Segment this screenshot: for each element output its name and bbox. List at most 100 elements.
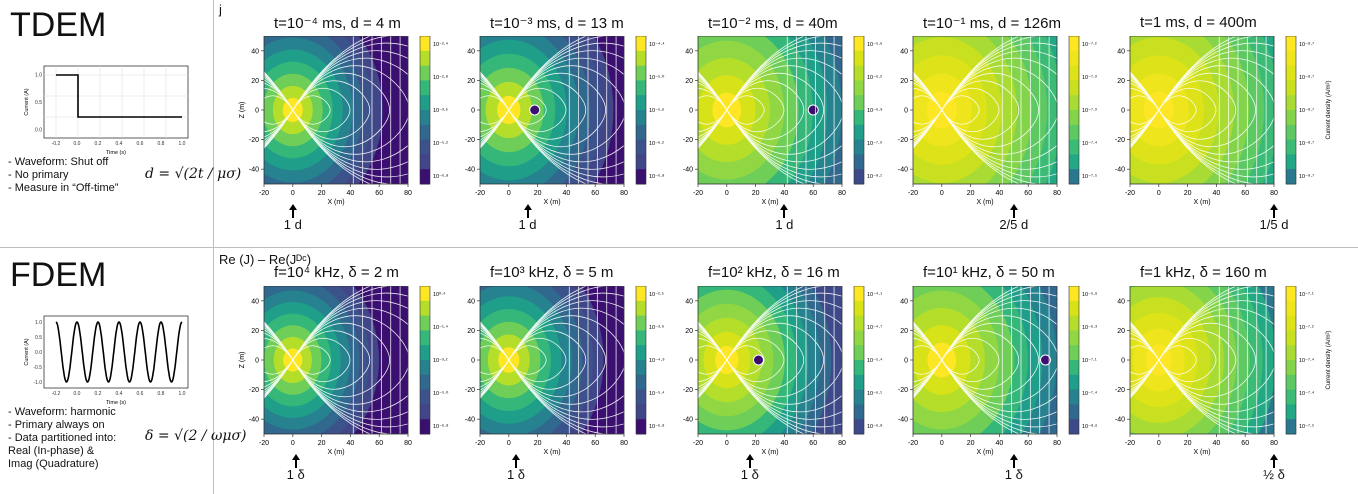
colorbar-segment [636,330,646,346]
streamline [913,74,943,111]
streamline [480,109,510,141]
x-tick-label: 40 [1213,440,1221,447]
colorbar-segment [1069,330,1079,346]
streamline [508,109,587,140]
streamline [508,359,624,428]
field-null-point [1039,354,1051,366]
colorbar-tick-label: 10⁻⁵·⁶ [649,107,664,114]
streamline [508,359,624,405]
streamline [264,109,294,145]
colorbar-segment [854,330,864,346]
panel-title: t=10⁻¹ ms, d = 126m [923,15,1061,32]
streamline [941,337,1000,361]
streamline [698,327,728,361]
colorbar-segment [1286,124,1296,141]
colorbar-segment [1069,419,1079,435]
streamline [480,109,510,138]
colorbar-frame [853,36,865,185]
streamline [913,109,943,141]
streamline [1130,109,1160,133]
streamlines [264,286,408,434]
x-tick-label: 80 [404,190,412,197]
streamline [1158,42,1274,111]
colorbar-segment [854,110,864,126]
streamline [1158,87,1217,111]
streamline [726,109,824,147]
streamline [726,292,842,361]
colorbar-tick-label: 10⁻⁶·⁸ [867,423,882,430]
streamline [508,109,624,184]
streamline [1130,337,1160,361]
x-tick-label: 0 [1157,190,1161,197]
streamline [941,65,1057,111]
y-tick-label: -40 [465,167,475,174]
streamline [941,292,1057,361]
streamline [1158,109,1274,184]
colorbar-segment [420,374,430,391]
colorbar-segment [1286,50,1296,67]
colorbar-segment [636,404,646,420]
streamline [941,80,1020,111]
colorbar-label: Current density (A/m²) [1326,330,1332,389]
colorbar-tick-label: 10⁻⁵·⁰ [649,74,665,81]
colorbar-segment [854,80,864,96]
colorbar-segment [1069,300,1079,317]
streamline [508,307,624,361]
streamline [508,315,624,361]
colorbar-tick-label: 10⁻⁵·⁶ [1082,291,1097,298]
colorbar-tick-label: 10⁻⁷·⁴ [1299,390,1315,397]
colorbar-segment [1069,50,1079,67]
streamline [726,87,785,111]
fdem-formula: δ = √(2 / ωμσ) [145,428,247,444]
colorbar-tick-label: 10⁻⁸·⁷ [1299,41,1314,48]
depth-arrow-icon [512,454,520,468]
streamline [913,324,943,361]
streamline [698,109,728,138]
streamline [913,109,943,146]
colorbar-segment [854,315,864,331]
streamline [480,359,510,393]
x-tick-label: 0 [940,190,944,197]
streamline [292,359,408,428]
y-tick-label: 20 [467,328,475,335]
colorbar-segment [1286,419,1296,435]
streamline [941,359,1057,405]
streamline [480,75,510,111]
colorbar-segment [636,65,646,81]
colorbar-tick-label: 10⁻⁷·¹ [1299,291,1314,298]
field-panel: -20 0 20 40 60 80 40 20 0 -20 -40 X (m) 10⁻²·⁵ 10⁻³·⁹… [465,286,665,456]
inset-ytick: 0.0 [35,128,42,134]
x-tick-label: 60 [591,440,599,447]
streamline [698,332,728,361]
colorbar-segment [636,345,646,361]
x-tick-label: 40 [347,440,355,447]
colorbar-segment [636,315,646,331]
streamline [913,82,943,111]
colorbar-segment [1286,374,1296,391]
streamline [1130,109,1160,143]
colorbar-frame [419,286,431,435]
streamline [480,109,510,143]
streamline [726,330,805,361]
colorbar-tick-label: 10⁻⁶·¹ [867,390,882,397]
field-panel: -20 0 20 40 60 80 40 20 0 -20 -40 X (m) 10⁻⁴·¹ 10⁻⁴·⁷… [683,286,883,456]
streamline [726,286,806,361]
fdem-bullets: - Waveform: harmonic - Primary always on… [8,406,116,471]
colorbar-segment [636,36,646,52]
streamline [941,109,1020,140]
panel-title: t=10⁻³ ms, d = 13 m [490,15,624,32]
streamline [1158,359,1256,397]
colorbar-segment [420,65,430,81]
streamline [1130,324,1160,361]
y-axis-label: Z (m) [239,352,246,369]
streamline [1158,359,1274,428]
fdem-waveform-plot: 1.0 0.5 0.0 -0.5 -1.0 -0.2 0.0 0.2 0.4 0.6 0.8 1.0… [24,315,189,406]
colorbar-segment [1069,95,1079,111]
streamline [726,359,824,397]
colorbar-tick-label: 10⁻⁵·⁶ [867,41,882,48]
colorbar-segment [854,95,864,111]
colorbar-frame [419,36,431,185]
streamline [480,324,510,361]
colorbar-segment [1286,110,1296,126]
streamline [698,325,728,361]
